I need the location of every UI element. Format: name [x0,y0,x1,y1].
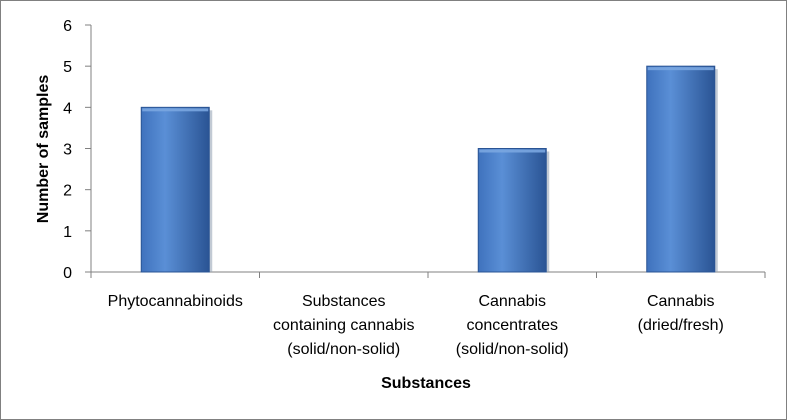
bar-top-bevel [479,149,546,153]
x-tick-label-line: (dried/fresh) [638,317,724,334]
x-axis-title: Substances [381,375,471,392]
bar-top-bevel [142,108,209,112]
y-tick-label: 4 [63,100,72,117]
y-tick-label: 5 [63,59,72,76]
x-tick-label: Phytocannabinoids [108,293,243,310]
x-tick-label-line: Cannabis [478,293,546,310]
bar [646,65,718,273]
x-tick-label-line: (solid/non-solid) [456,341,569,358]
x-tick-label-line: concentrates [466,317,558,334]
x-tick-label-line: containing cannabis [273,317,414,334]
x-tick-label-line: (solid/non-solid) [287,341,400,358]
y-tick-label: 6 [63,18,72,35]
bar-body [646,65,716,273]
x-tick-label: Substances containing cannabis (solid/non-… [273,293,414,358]
x-tick-label: Cannabis (dried/fresh) [638,293,724,334]
bar-top-bevel [647,67,714,71]
y-tick-label: 3 [63,142,72,159]
x-tick-label: Cannabis concentrates (solid/non-solid) [456,293,569,358]
x-tick-label-line: Substances [302,293,386,310]
bar-body [140,106,210,273]
y-axis-title: Number of samples [35,75,52,224]
x-tick-label-line: Phytocannabinoids [108,293,243,310]
bar-body [477,148,547,273]
bar [477,148,550,273]
x-tick-label-line: Cannabis [647,293,715,310]
y-tick-label: 2 [63,183,72,200]
bar [140,106,213,273]
y-tick-label: 1 [63,224,72,241]
y-tick-label: 0 [63,265,72,282]
